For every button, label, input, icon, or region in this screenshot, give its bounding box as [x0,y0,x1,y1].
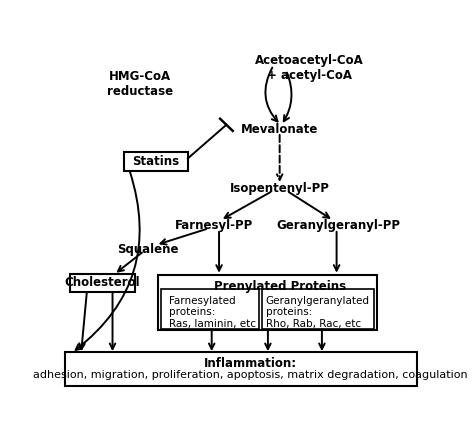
Text: Statins: Statins [132,155,179,168]
FancyBboxPatch shape [263,289,374,329]
FancyBboxPatch shape [124,152,188,171]
Text: Farnesyl-PP: Farnesyl-PP [174,219,253,232]
Text: Cholesterol: Cholesterol [64,277,140,289]
Text: Mevalonate: Mevalonate [241,123,319,136]
FancyBboxPatch shape [65,352,418,385]
Text: Squalene: Squalene [117,243,178,256]
Text: Prenylated Proteins: Prenylated Proteins [214,280,346,293]
Text: Farnesylated
proteins:
Ras, laminin, etc: Farnesylated proteins: Ras, laminin, etc [169,295,256,329]
FancyBboxPatch shape [161,289,259,329]
Text: Inflammation:: Inflammation: [204,357,297,370]
FancyBboxPatch shape [158,274,377,330]
Text: HMG-CoA
reductase: HMG-CoA reductase [107,70,173,98]
FancyBboxPatch shape [70,274,135,292]
Text: adhesion, migration, proliferation, apoptosis, matrix degradation, coagulation: adhesion, migration, proliferation, apop… [33,370,467,380]
Text: Acetoacetyl-CoA
+ acetyl-CoA: Acetoacetyl-CoA + acetyl-CoA [255,54,364,82]
Text: Geranylgeranyl-PP: Geranylgeranyl-PP [276,219,401,232]
Text: Isopentenyl-PP: Isopentenyl-PP [230,182,329,195]
Text: Geranylgeranylated
proteins:
Rho, Rab, Rac, etc: Geranylgeranylated proteins: Rho, Rab, R… [266,295,370,329]
